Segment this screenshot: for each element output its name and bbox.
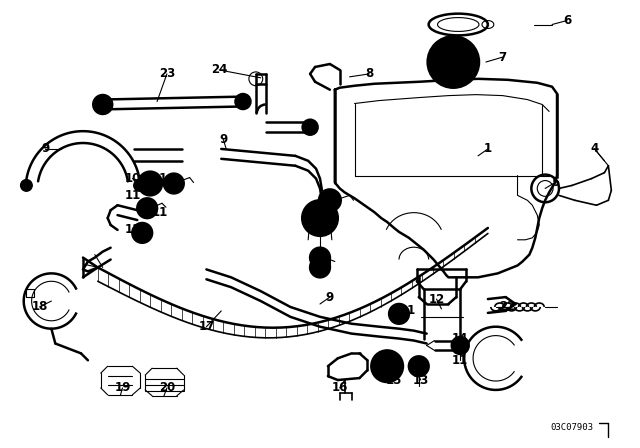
Text: 12: 12 — [428, 293, 445, 306]
Circle shape — [378, 358, 396, 375]
Text: 2: 2 — [314, 221, 322, 234]
Text: 24: 24 — [211, 64, 227, 77]
Text: 7: 7 — [499, 51, 507, 64]
Text: 9: 9 — [42, 142, 49, 155]
Circle shape — [310, 208, 330, 228]
Circle shape — [409, 356, 429, 376]
Circle shape — [436, 44, 471, 80]
Text: 11: 11 — [124, 189, 141, 202]
Circle shape — [451, 336, 469, 354]
Circle shape — [134, 180, 145, 191]
Text: 9: 9 — [219, 133, 227, 146]
Text: 23: 23 — [159, 67, 175, 80]
Text: 20: 20 — [159, 381, 175, 394]
Circle shape — [302, 200, 338, 236]
Circle shape — [444, 52, 463, 72]
Text: 1: 1 — [484, 142, 492, 155]
Circle shape — [132, 223, 152, 243]
Circle shape — [20, 180, 33, 191]
Text: 8: 8 — [365, 67, 374, 80]
Text: 3: 3 — [314, 248, 322, 261]
Text: 11: 11 — [152, 172, 168, 185]
Circle shape — [310, 248, 330, 267]
Text: 14: 14 — [452, 332, 468, 345]
Text: 16: 16 — [332, 381, 348, 394]
Text: 11: 11 — [452, 354, 468, 367]
Circle shape — [138, 172, 162, 195]
Text: 17: 17 — [198, 320, 214, 333]
Text: 22: 22 — [499, 301, 516, 314]
Circle shape — [371, 350, 403, 382]
Text: 5: 5 — [551, 176, 559, 189]
Text: 13: 13 — [413, 374, 429, 387]
Text: 6: 6 — [563, 14, 571, 27]
Text: 21: 21 — [399, 304, 415, 318]
Circle shape — [93, 95, 113, 114]
Circle shape — [164, 174, 184, 194]
Circle shape — [389, 304, 409, 324]
Circle shape — [319, 190, 340, 211]
Circle shape — [235, 94, 251, 109]
Circle shape — [310, 258, 330, 277]
Circle shape — [138, 198, 157, 218]
Text: 10: 10 — [124, 172, 141, 185]
Text: 4: 4 — [591, 142, 598, 155]
Text: 9: 9 — [326, 291, 334, 304]
Text: 11: 11 — [124, 224, 141, 237]
Circle shape — [428, 36, 479, 88]
Text: 03C07903: 03C07903 — [550, 423, 593, 432]
Text: 19: 19 — [115, 381, 131, 394]
Text: 11: 11 — [152, 206, 168, 219]
Circle shape — [302, 119, 318, 135]
Text: 11: 11 — [322, 199, 338, 212]
Text: 15: 15 — [386, 374, 403, 387]
Text: 18: 18 — [31, 301, 48, 314]
